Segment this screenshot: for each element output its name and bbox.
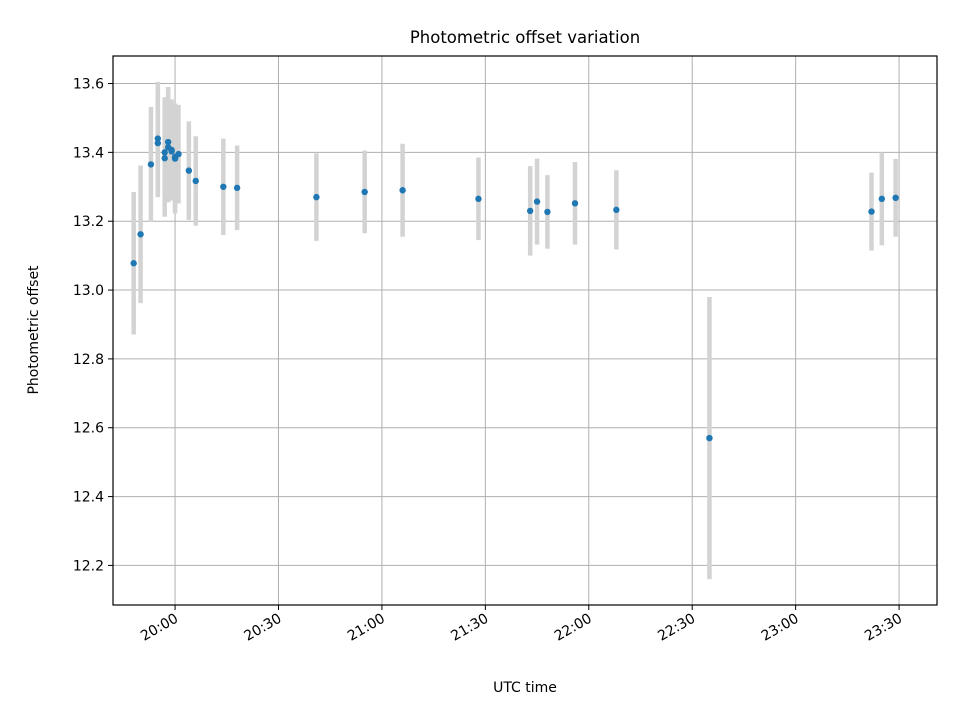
data-point [185, 167, 193, 174]
x-axis-label: UTC time [493, 680, 557, 696]
data-point [161, 155, 168, 162]
y-tick-label: 12.8 [73, 352, 104, 368]
data-point [130, 260, 137, 267]
data-point [533, 198, 541, 205]
data-point [399, 187, 406, 194]
data-point [154, 135, 162, 142]
data-point [571, 200, 579, 207]
y-tick-label: 12.4 [73, 490, 104, 506]
y-tick-label: 13.2 [73, 214, 104, 230]
data-point [168, 148, 175, 155]
data-point [361, 188, 368, 196]
data-point [147, 161, 155, 168]
data-point [233, 184, 241, 192]
y-axis-ticks: 12.2 12.4 12.6 12.8 13.0 13.2 13.4 13.6 [73, 77, 113, 574]
data-point [192, 177, 199, 185]
data-point [878, 195, 886, 203]
data-point [313, 193, 320, 201]
y-tick-label: 12.2 [73, 558, 104, 574]
data-points [130, 135, 899, 442]
data-point [137, 231, 144, 238]
y-tick-label: 12.6 [73, 421, 104, 437]
y-tick-label: 13.6 [73, 77, 104, 93]
data-point [154, 139, 162, 147]
data-point [175, 150, 182, 158]
chart-title: Photometric offset variation [410, 28, 640, 47]
data-point [706, 434, 713, 442]
data-point [892, 194, 899, 202]
data-point [613, 206, 620, 214]
data-point [526, 207, 534, 215]
data-point [164, 138, 172, 146]
data-point [161, 149, 168, 156]
grid-lines [113, 56, 937, 605]
y-axis-label: Photometric offset [26, 265, 42, 395]
data-point [220, 183, 227, 190]
y-tick-label: 13.4 [73, 145, 104, 161]
plot-area-frame [112, 55, 938, 606]
data-point [475, 195, 482, 203]
data-point [868, 208, 875, 215]
data-point [544, 208, 551, 216]
y-tick-label: 13.0 [73, 283, 104, 299]
